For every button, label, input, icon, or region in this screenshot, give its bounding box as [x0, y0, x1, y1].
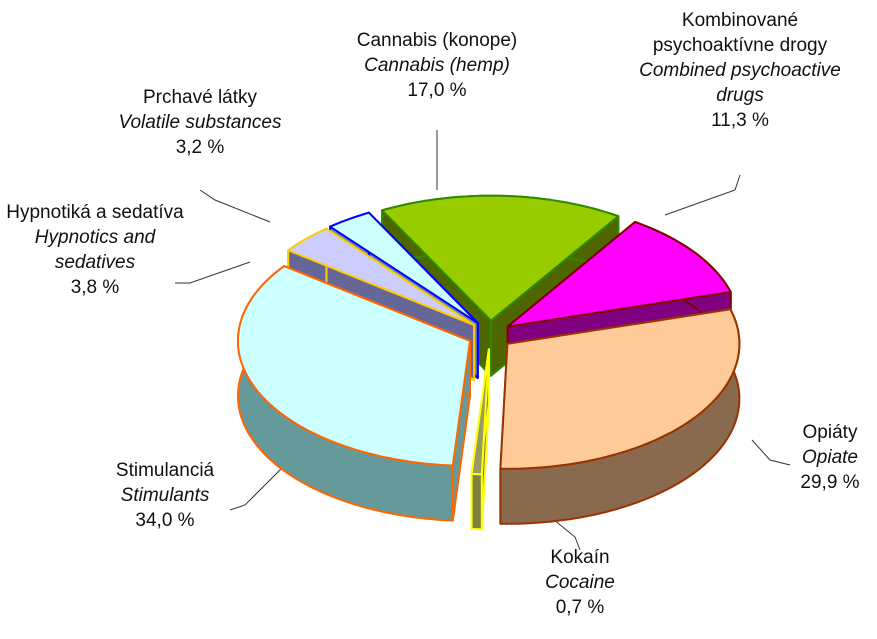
- category-label: Hypnotiká a sedatíva: [6, 202, 184, 223]
- slice: [506, 221, 732, 328]
- leader-line: [199, 189, 271, 223]
- slice: [237, 265, 471, 467]
- value-label: 29,9 %: [800, 472, 860, 493]
- value-label: 17,0 %: [407, 80, 467, 101]
- leader-line: [175, 261, 251, 284]
- slice: [470, 348, 490, 476]
- slice-wall: [470, 472, 483, 531]
- category-label: Opiáty: [802, 422, 858, 443]
- slice-label: Prchavé látky Volatile substances 3,2 %: [85, 85, 315, 160]
- slice-label: Stimulanciá Stimulants 34,0 %: [85, 458, 245, 533]
- value-label: 0,7 %: [555, 597, 605, 618]
- slice: [499, 308, 741, 470]
- category-label-en: Combined psychoactive drugs: [639, 60, 841, 106]
- leader-line: [751, 439, 791, 466]
- category-label-en: Cannabis (hemp): [364, 55, 510, 76]
- category-label: Prchavé látky: [142, 87, 258, 108]
- slice-label: Cannabis (konope) Cannabis (hemp) 17,0 %: [317, 28, 557, 103]
- category-label-en: Opiate: [802, 447, 858, 468]
- leader-line: [664, 174, 741, 216]
- value-label: 3,8 %: [70, 277, 120, 298]
- value-label: 3,2 %: [175, 137, 225, 158]
- slice-label: Kokaín Cocaine 0,7 %: [520, 545, 640, 620]
- slice-label: Opiáty Opiate 29,9 %: [770, 420, 877, 495]
- leader-line: [547, 514, 581, 551]
- value-label: 11,3 %: [711, 110, 769, 131]
- slice-label: Hypnotiká a sedatíva Hypnotics and sedati…: [0, 200, 190, 300]
- value-label: 34,0 %: [135, 510, 195, 531]
- leader-line: [229, 464, 286, 511]
- category-label-en: Hypnotics and sedatives: [34, 227, 156, 273]
- slice-label: Kombinované psychoaktívne drogy Combined …: [620, 8, 860, 133]
- category-label-en: Volatile substances: [118, 112, 282, 133]
- slice: [329, 211, 479, 325]
- category-label: Stimulanciá: [115, 460, 215, 481]
- category-label-en: Stimulants: [120, 485, 210, 506]
- category-label: Kombinované psychoaktívne drogy: [652, 10, 828, 56]
- category-label: Kokaín: [550, 547, 610, 568]
- slice: [287, 227, 476, 327]
- category-label-en: Cocaine: [545, 572, 615, 593]
- category-label: Cannabis (konope): [356, 30, 518, 51]
- slice: [381, 194, 620, 322]
